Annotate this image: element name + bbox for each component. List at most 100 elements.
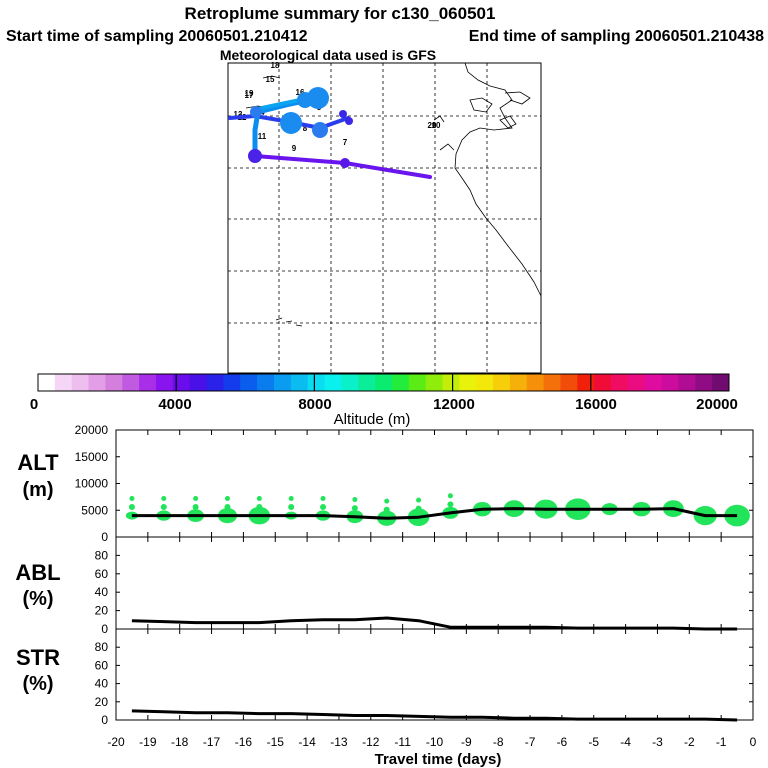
alt-series-line (131, 507, 738, 520)
coastline (245, 62, 542, 327)
map-plume-blob (307, 87, 329, 109)
abl-unit: (%) (22, 588, 53, 610)
x-tick-label: -15 (267, 735, 285, 749)
alt-plume-dot (193, 495, 199, 501)
colorbar-swatch (577, 374, 595, 391)
colorbar-swatch (425, 374, 443, 391)
met-data-text: Meteorological data used is GFS (220, 47, 436, 63)
colorbar-swatch (358, 374, 376, 391)
str-ytick-label: 0 (101, 713, 108, 727)
alt-plume-dot (320, 495, 326, 501)
time-series-panels: 0 5000 10000 15000 20000 ALT (m) 0 20 40 60 80 ABL (%… (15, 423, 756, 749)
alt-ytick-label: 20000 (75, 423, 109, 437)
alt-plume-dot (415, 505, 422, 512)
str-series-line (131, 709, 738, 722)
alt-plume-dot (383, 506, 390, 513)
map-day-label: 16 (296, 88, 305, 97)
x-tick-label: -14 (298, 735, 316, 749)
x-tick-label: -20 (107, 735, 125, 749)
x-tick-label: -9 (461, 735, 472, 749)
map-day-label: 13 (234, 110, 243, 119)
map-day-label: 20 (428, 121, 437, 130)
x-tick-label: -2 (684, 735, 695, 749)
abl-series-line (131, 616, 738, 631)
map-plume-blob (297, 92, 313, 108)
alt-ytick-label: 15000 (75, 450, 109, 464)
colorbar-swatch (509, 374, 528, 391)
colorbar-swatch (543, 374, 561, 391)
alt-plume-dot (224, 495, 230, 501)
colorbar-swatch (122, 374, 140, 391)
figure-title: Retroplume summary for c130_060501 (185, 4, 496, 23)
alt-plume-dot (288, 504, 295, 511)
alt-plume-dot (224, 504, 231, 511)
end-time-text: End time of sampling 20060501.210438 (469, 28, 764, 45)
map-frame (227, 62, 542, 374)
alt-plume-dot (256, 504, 263, 511)
alt-plume-dot (129, 495, 135, 501)
altitude-colorbar (37, 373, 730, 392)
x-tick-label: 0 (750, 735, 757, 749)
colorbar-swatch (594, 374, 612, 391)
abl-ytick-label: 60 (95, 567, 109, 581)
colorbar-swatch (712, 374, 730, 391)
colorbar-swatch (644, 374, 663, 391)
x-tick-label: -5 (588, 735, 599, 749)
colorbar-swatch (307, 374, 326, 391)
alt-plume-dot (447, 493, 453, 499)
map-day-label: 15 (266, 75, 275, 84)
alt-plume-dot (416, 497, 422, 503)
colorbar-swatch (695, 374, 713, 391)
alt-plume-dot (352, 497, 358, 503)
map-plume-blob (248, 149, 262, 163)
colorbar-tick-labels: 0 4000 8000 12000 16000 20000 (30, 396, 738, 413)
colorbar-swatch (139, 374, 157, 391)
x-tick-label: -11 (394, 735, 411, 749)
colorbar-swatch (611, 374, 629, 391)
x-tick-label: -18 (171, 735, 189, 749)
colorbar-swatch (155, 374, 174, 391)
map-day-label: 18 (271, 61, 280, 70)
colorbar-swatch (105, 374, 123, 391)
alt-plume-dot (128, 504, 135, 511)
x-tick-label: -17 (203, 735, 221, 749)
alt-panel-frame (115, 429, 754, 538)
map-plume-blob (312, 122, 328, 138)
x-tick-label: -6 (557, 735, 568, 749)
map-plume-blob (339, 110, 347, 118)
colorbar-swatch (189, 374, 208, 391)
x-tick-label: -16 (235, 735, 253, 749)
colorbar-swatch (526, 374, 545, 391)
str-panel-frame (115, 628, 754, 721)
map-day-label: 7 (343, 138, 348, 147)
colorbar-swatch (408, 374, 427, 391)
abl-ytick-label: 80 (95, 548, 109, 562)
alt-ytick-label: 10000 (75, 477, 109, 491)
colorbar-swatch (38, 374, 56, 391)
colorbar-swatch (54, 374, 73, 391)
colorbar-swatch (223, 374, 241, 391)
colorbar-swatch (341, 374, 359, 391)
alt-label: ALT (17, 450, 59, 475)
colorbar-swatch (442, 374, 460, 391)
colorbar-label: Altitude (m) (334, 411, 411, 428)
x-tick-label: -10 (426, 735, 444, 749)
colorbar-swatch (172, 374, 191, 391)
str-label: STR (16, 645, 60, 670)
str-ytick-label: 60 (95, 658, 109, 672)
x-axis-label: Travel time (days) (375, 751, 502, 768)
abl-ytick-label: 40 (95, 585, 109, 599)
colorbar-tick-label: 20000 (696, 396, 738, 413)
map-plume-blob (340, 158, 350, 168)
colorbar-swatch (324, 374, 342, 391)
x-tick-label: -3 (652, 735, 663, 749)
alt-plume-dot (192, 504, 199, 511)
colorbar-swatch (560, 374, 578, 391)
x-tick-label: -13 (330, 735, 348, 749)
str-ytick-label: 80 (95, 640, 109, 654)
map-day-label: 17 (245, 91, 254, 100)
map-day-label: 11 (258, 132, 267, 141)
colorbar-tick-label: 12000 (433, 396, 475, 413)
